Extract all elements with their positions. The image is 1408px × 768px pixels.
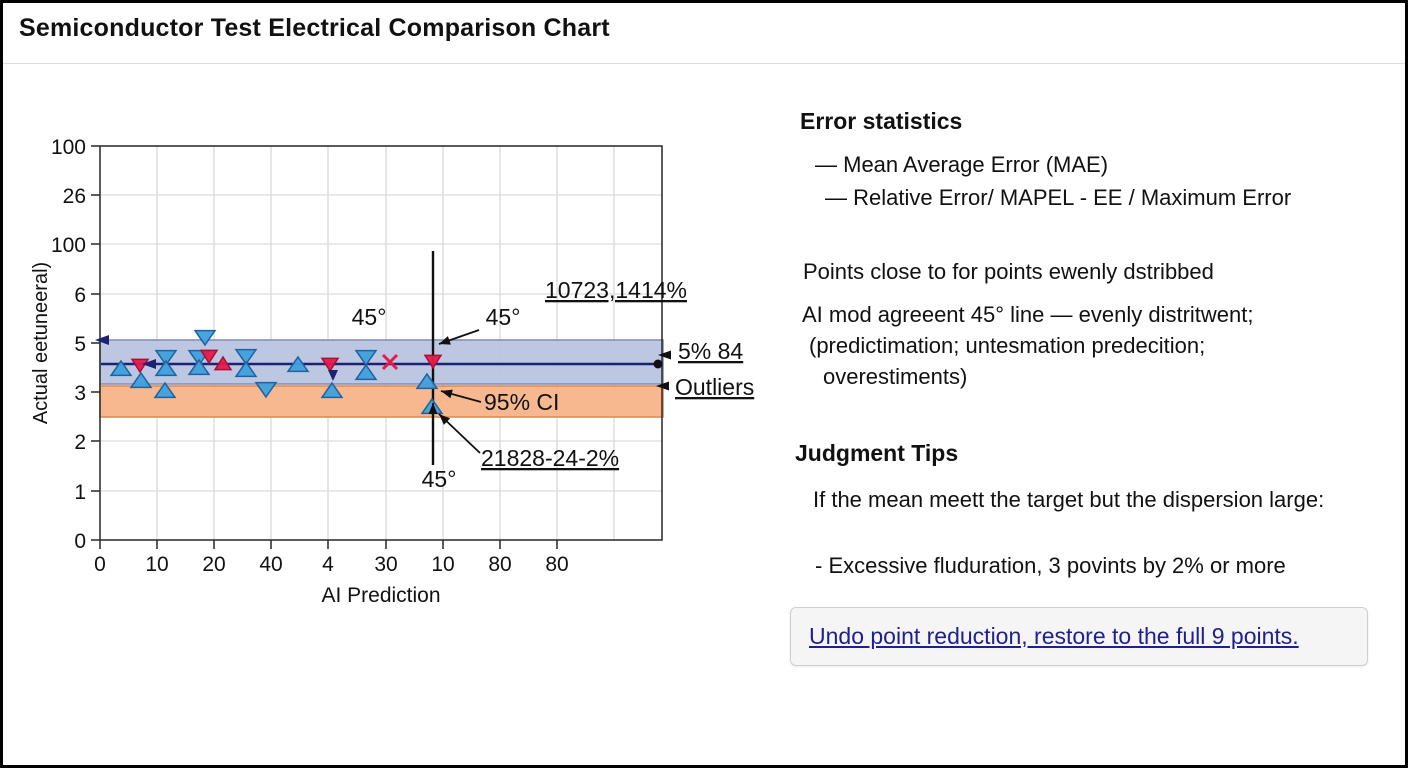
error-statistics-item-mae: — Mean Average Error (MAE) <box>815 152 1109 177</box>
distribution-note-line4: overestiments) <box>823 364 968 389</box>
judgment-tips-heading: Judgment Tips <box>795 440 959 466</box>
undo-link[interactable]: Undo point reduction, restore to the ful… <box>809 623 1299 649</box>
y-tick-label: 100 <box>51 136 86 159</box>
marker-triangle-down <box>199 349 219 365</box>
marker-triangle-up <box>354 363 378 381</box>
marker-triangle-down <box>254 381 278 399</box>
marker-triangle-down <box>234 348 258 366</box>
annotation-arrowhead <box>439 414 451 425</box>
judgment-tip-line1: If the mean meett the target but the dis… <box>813 487 1325 512</box>
x-tick-label: 10 <box>431 553 454 576</box>
chart-annotation: 45° <box>486 304 521 330</box>
chart-annotation: 95% CI <box>484 389 559 415</box>
marker-triangle-down <box>320 357 340 373</box>
annotation-arrowhead <box>428 403 438 414</box>
marker-triangle-up <box>415 372 439 390</box>
marker-triangle-up <box>109 359 133 377</box>
marker-triangle-up <box>286 355 310 373</box>
marker-triangle-up <box>153 381 177 399</box>
marker-triangle-down <box>354 349 378 367</box>
marker-triangle-up <box>213 355 233 371</box>
chart-annotation: 45° <box>422 466 457 492</box>
chart-annotation: 5% 84 <box>678 338 743 364</box>
x-tick-label: 0 <box>94 553 106 576</box>
undo-link-box[interactable]: Undo point reduction, restore to the ful… <box>790 607 1368 666</box>
error-statistics-item-relative-error: — Relative Error/ MAPEL - EE / Maximum E… <box>825 185 1292 210</box>
marker-navy-arrow-left <box>95 335 109 345</box>
outlier-band-orange <box>99 385 664 418</box>
y-tick-label: 26 <box>63 185 86 208</box>
error-statistics-heading: Error statistics <box>800 108 963 134</box>
chart-annotation: 45° <box>352 304 387 330</box>
y-tick-label: 5 <box>74 333 86 356</box>
marker-navy-arrow-down <box>328 370 338 381</box>
x-tick-label: 80 <box>545 553 568 576</box>
marker-triangle-down <box>423 354 443 370</box>
marker-triangle-up <box>187 358 211 376</box>
y-tick-label: 2 <box>74 431 86 454</box>
annotation-arrowhead <box>439 336 451 345</box>
judgment-tip-line2: - Excessive fluduration, 3 povints by 2%… <box>815 553 1286 578</box>
marker-triangle-down <box>130 358 150 374</box>
x-tick-label: 40 <box>259 553 282 576</box>
x-axis-label: AI Prediction <box>321 584 440 607</box>
label-leader-arrowhead <box>656 381 669 391</box>
x-tick-label: 80 <box>488 553 511 576</box>
mean-line-end-dot <box>653 359 663 369</box>
y-tick-label: 6 <box>74 284 86 307</box>
y-tick-label: 3 <box>74 382 86 405</box>
y-axis-label: Actual eetuneeral) <box>30 262 52 424</box>
chart-annotation: 10723,1414% <box>545 277 687 303</box>
x-tick-label: 4 <box>322 553 334 576</box>
x-tick-label: 30 <box>374 553 397 576</box>
confidence-band-blue <box>99 339 664 385</box>
y-tick-label: 1 <box>74 481 86 504</box>
distribution-note-line3: (predictimation; untesmation predecition… <box>809 333 1206 358</box>
marker-triangle-up <box>129 371 153 389</box>
marker-triangle-up <box>234 360 258 378</box>
page-title: Semiconductor Test Electrical Comparison… <box>19 14 610 42</box>
label-leader-arrowhead <box>658 350 671 360</box>
marker-triangle-down <box>154 349 178 367</box>
header-divider <box>3 63 1405 64</box>
annotation-arrowhead <box>441 389 453 399</box>
distribution-note-line1: Points close to for points ewenly dstrib… <box>803 259 1214 284</box>
marker-navy-arrow-left <box>142 359 156 369</box>
chart-annotation: Outliers <box>675 374 754 400</box>
marker-red-cross <box>381 353 399 371</box>
marker-triangle-up <box>320 381 344 399</box>
y-tick-label: 0 <box>74 530 86 553</box>
y-tick-label: 100 <box>51 234 86 257</box>
marker-triangle-down <box>193 329 217 347</box>
marker-triangle-up <box>154 359 178 377</box>
chart-annotation: 21828-24-2% <box>481 445 619 471</box>
x-tick-label: 10 <box>145 553 168 576</box>
distribution-note-line2: AI mod agreeent 45° line — evenly distri… <box>802 302 1254 327</box>
x-tick-label: 20 <box>202 553 225 576</box>
